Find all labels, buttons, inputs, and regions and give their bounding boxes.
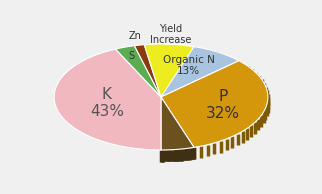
Polygon shape	[161, 97, 194, 150]
Text: Yield
Increase: Yield Increase	[150, 24, 192, 45]
Text: Zn: Zn	[129, 31, 142, 41]
Text: P
32%: P 32%	[206, 89, 240, 121]
Text: Organic N
13%: Organic N 13%	[163, 55, 214, 76]
Polygon shape	[161, 61, 268, 147]
Polygon shape	[161, 44, 239, 97]
Text: K
43%: K 43%	[90, 87, 124, 119]
Polygon shape	[54, 49, 161, 150]
Text: S: S	[128, 51, 134, 61]
Polygon shape	[134, 45, 161, 97]
Polygon shape	[144, 44, 194, 97]
Polygon shape	[116, 46, 161, 97]
